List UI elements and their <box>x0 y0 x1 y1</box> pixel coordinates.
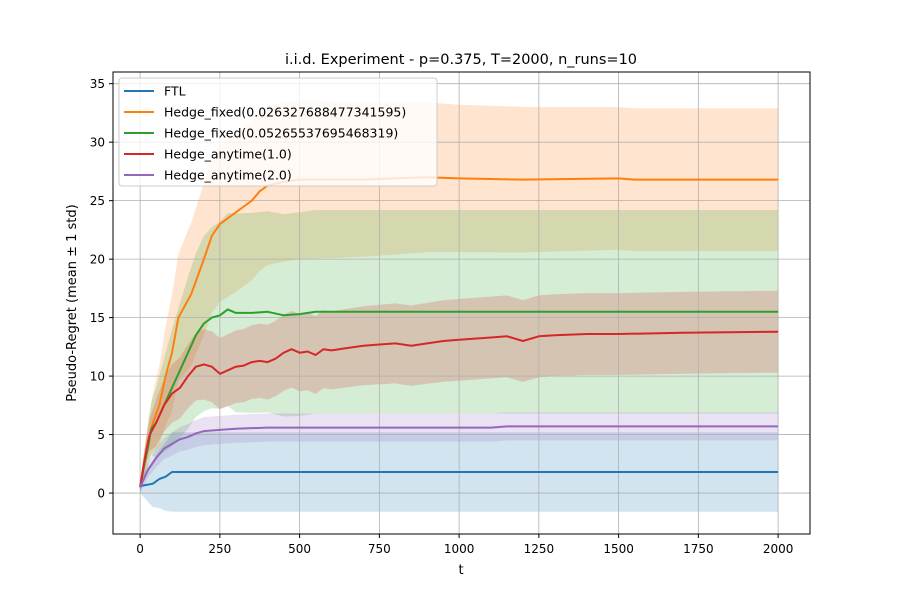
legend-label-0: FTL <box>164 84 186 99</box>
x-tick-label-6: 1500 <box>603 542 634 556</box>
y-tick-label-5: 25 <box>90 194 105 208</box>
x-tick-label-1: 250 <box>208 542 231 556</box>
legend-label-2: Hedge_fixed(0.05265537695468319) <box>164 126 398 141</box>
x-tick-label-8: 2000 <box>763 542 794 556</box>
legend-label-3: Hedge_anytime(1.0) <box>164 147 292 162</box>
x-tick-label-0: 0 <box>136 542 144 556</box>
legend-box <box>118 77 438 187</box>
y-axis-ticks: 0 5 10 15 20 25 30 35 <box>90 77 113 501</box>
x-tick-label-7: 1750 <box>683 542 714 556</box>
x-tick-label-5: 1250 <box>524 542 555 556</box>
legend-label-1: Hedge_fixed(0.026327688477341595) <box>164 105 406 120</box>
x-tick-label-3: 750 <box>368 542 391 556</box>
legend: FTL Hedge_fixed(0.026327688477341595) Hedg… <box>118 77 438 187</box>
y-tick-label-3: 15 <box>90 311 105 325</box>
x-tick-label-4: 1000 <box>444 542 475 556</box>
chart-title: i.i.d. Experiment - p=0.375, T=2000, n_r… <box>285 52 637 68</box>
y-tick-label-6: 30 <box>90 136 105 150</box>
y-tick-label-2: 10 <box>90 370 105 384</box>
y-tick-label-1: 5 <box>97 428 105 442</box>
y-tick-label-7: 35 <box>90 77 105 91</box>
x-tick-label-2: 500 <box>288 542 311 556</box>
x-axis-label: t <box>458 563 463 578</box>
series-line-4 <box>139 425 779 488</box>
legend-label-4: Hedge_anytime(2.0) <box>164 168 292 183</box>
x-axis-ticks: 0 250 500 750 1000 1250 1500 1750 2000 <box>136 534 793 556</box>
series-line-0 <box>139 471 779 487</box>
plot-frame <box>112 71 811 535</box>
y-tick-label-4: 20 <box>90 253 105 267</box>
series-line-3 <box>139 330 779 488</box>
y-axis-label: Pseudo-Regret (mean ± 1 std) <box>65 204 80 401</box>
y-tick-label-0: 0 <box>97 487 105 501</box>
